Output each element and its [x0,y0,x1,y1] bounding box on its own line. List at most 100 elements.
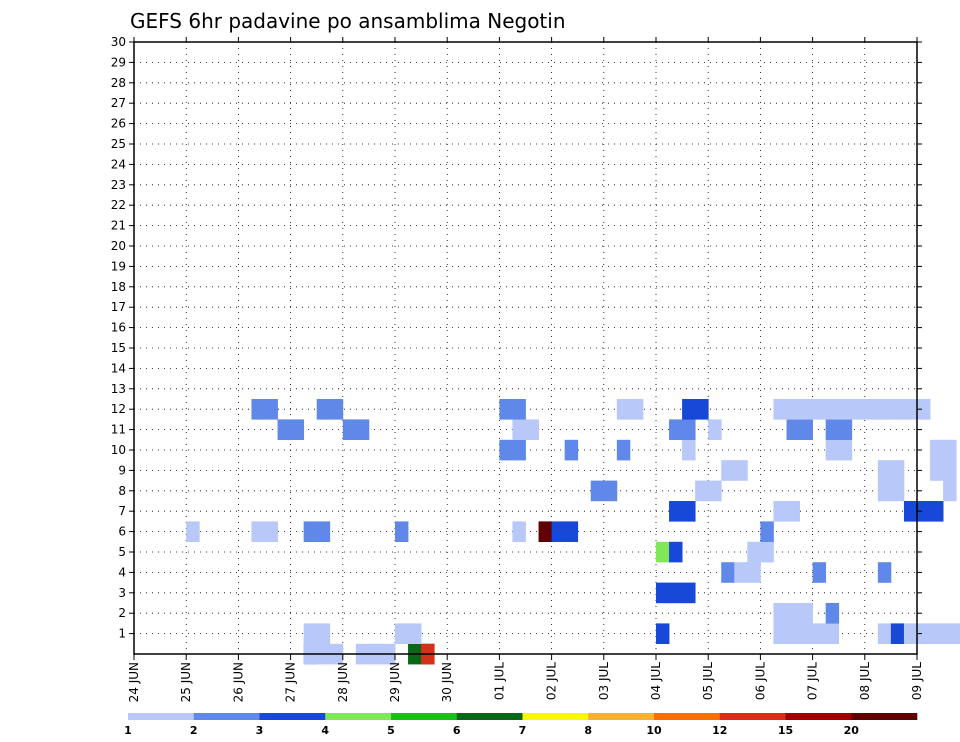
ensemble-cell [316,521,331,542]
x-tick-label: 09 JUL [910,662,924,700]
ensemble-cell [186,521,200,542]
y-tick-label: 23 [111,178,126,192]
ensemble-cell [669,501,683,522]
ensemble-cell [943,460,957,481]
ensemble-cell [329,399,344,420]
ensemble-cell [812,399,827,420]
ensemble-cell [682,419,696,440]
ensemble-cell [251,521,265,542]
y-tick-label: 5 [118,545,126,559]
y-tick-label: 12 [111,402,126,416]
x-tick-label: 24 JUN [127,662,141,702]
ensemble-cell [682,439,696,461]
ensemble-cell [747,562,761,583]
y-tick-label: 24 [111,157,126,171]
ensemble-cell [656,541,670,563]
colorbar-label: 2 [190,724,198,737]
ensemble-cell [316,623,331,644]
ensemble-cell [877,562,892,583]
x-tick-label: 01 JUL [492,662,506,700]
x-tick-label: 28 JUN [336,662,350,702]
ensemble-cell [656,623,670,644]
ensemble-cell [786,623,800,644]
ensemble-cell [825,603,840,624]
y-tick-label: 4 [118,565,126,579]
colorbar-swatch [654,713,721,720]
ensemble-cell [564,439,579,461]
ensemble-cell [395,521,409,542]
ensemble-cell [917,623,931,644]
ensemble-cell [303,521,318,542]
ensemble-cell [669,419,683,440]
y-tick-label: 15 [111,341,126,355]
grid-lines [134,42,917,654]
y-tick-label: 16 [111,321,126,335]
x-axis-ticks: 24 JUN 25 JUN 26 JUN 27 JUN 28 JUN 29 JUN 30 J… [127,37,924,702]
ensemble-cell [943,439,957,461]
ensemble-cell [773,623,787,644]
y-tick-label: 2 [118,606,126,620]
ensemble-cell [956,623,960,644]
ensemble-cell [616,439,631,461]
ensemble-cell [538,521,552,542]
ensemble-cell [525,419,539,440]
ensemble-cell [512,399,526,420]
ensemble-cell [825,623,840,644]
colorbar-label: 1 [124,724,132,737]
colorbar-swatch [785,713,852,720]
colorbar-swatch [522,713,589,720]
ensemble-cell [747,541,761,563]
ensemble-cell [682,501,696,522]
colorbar-swatch [325,713,392,720]
x-tick-label: 27 JUN [284,662,298,702]
ensemble-cell [264,399,278,420]
y-axis-ticks: 1234567891011121314151617181920212223242… [111,35,922,641]
ensemble-cell [903,399,918,420]
ensemble-cell [264,521,278,542]
colorbar-swatch [128,713,195,720]
ensemble-cell [851,399,866,420]
y-tick-label: 11 [111,423,126,437]
colorbar-label: 3 [256,724,264,737]
y-tick-label: 1 [118,627,126,641]
ensemble-cell [812,562,827,583]
ensemble-cell [316,399,331,420]
x-tick-label: 06 JUL [753,662,767,700]
ensemble-cell [877,480,892,502]
x-tick-label: 04 JUL [649,662,663,700]
ensemble-cell [760,541,774,563]
ensemble-cell [395,623,409,644]
ensemble-cell [838,419,853,440]
x-tick-label: 03 JUL [597,662,611,700]
y-tick-label: 20 [111,239,126,253]
ensemble-cell [825,399,840,420]
colorbar-label: 6 [453,724,461,737]
y-tick-label: 28 [111,76,126,90]
ensemble-cell [786,603,800,624]
y-tick-label: 29 [111,55,126,69]
y-tick-label: 8 [118,484,126,498]
y-tick-label: 26 [111,117,126,131]
ensemble-cell [355,419,370,440]
ensemble-cell [499,439,513,461]
colorbar-swatch [851,713,918,720]
ensemble-cell [669,582,683,604]
y-tick-label: 7 [118,504,126,518]
ensemble-cell [799,399,813,420]
y-tick-label: 17 [111,300,126,314]
ensemble-cell [917,501,931,522]
colorbar-label: 12 [712,724,727,737]
ensemble-cell [799,419,813,440]
ensemble-cell [890,399,905,420]
ensemble-cell [890,460,905,481]
colorbar-label: 5 [387,724,395,737]
ensemble-cell [734,460,748,481]
y-tick-label: 21 [111,219,126,233]
ensemble-cell [877,460,892,481]
ensemble-cell [629,399,644,420]
ensemble-cell [682,582,696,604]
y-tick-label: 14 [111,361,126,375]
ensemble-cell [864,399,879,420]
ensemble-cell [408,623,422,644]
